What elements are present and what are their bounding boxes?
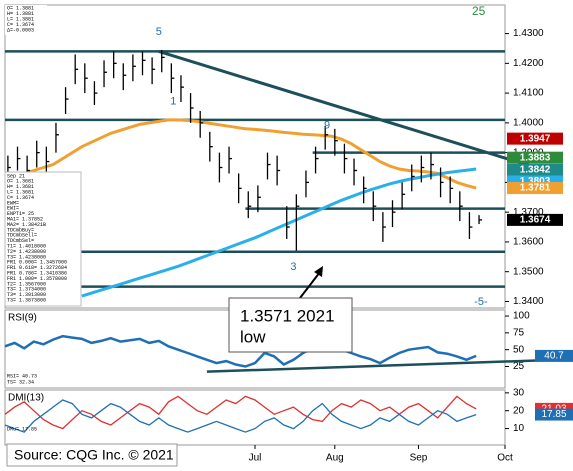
source: Source: CQG Inc. © 2021 <box>14 447 174 463</box>
info-line: T3= 1.4238000 <box>7 254 46 260</box>
last-value-box <box>535 349 573 362</box>
info-line: C= 1.3674 <box>7 195 34 201</box>
plot-layer: 1.34001.35001.36001.37001.38001.39001.40… <box>4 4 573 464</box>
info-line: TS= 32.34 <box>7 379 34 385</box>
trendline <box>158 49 564 178</box>
wave-label: 5 <box>156 26 162 38</box>
wave-label: 3 <box>290 261 296 273</box>
last-value-label: 40.7 <box>544 351 564 362</box>
info-box <box>4 171 82 307</box>
price-label: 1.3947 <box>520 133 551 144</box>
callout: 1.3571 2021 low <box>228 266 353 353</box>
info-line: Sep 21 <box>7 173 25 179</box>
info-line: ENPT1= 25 <box>7 211 34 217</box>
info-line: EWI= <box>7 206 19 212</box>
y-tick-label: 100 <box>513 311 530 322</box>
price-label-box <box>507 151 563 164</box>
last-value-box <box>535 408 573 421</box>
price-label-box <box>507 182 563 195</box>
x-tick-label: Aug <box>326 453 344 464</box>
info-line: T2= 1.3567000 <box>7 281 46 287</box>
panel-title: RSI(9) <box>8 313 37 324</box>
wave-label: -5- <box>474 296 488 308</box>
x-tick-label: Oct <box>497 453 513 464</box>
price-label: 1.3883 <box>520 152 551 163</box>
y-tick-label: 1.4200 <box>513 58 544 69</box>
y-tick-label: 1.4100 <box>513 88 544 99</box>
header-line: H= 1.3881 <box>7 11 34 17</box>
x-tick-label: Sep <box>410 453 428 464</box>
info-line: MA2= 1.38421B <box>7 222 46 228</box>
info-line: L= 1.3681 <box>7 190 34 196</box>
info-line: DMu= 17.85 <box>7 426 37 432</box>
y-tick-label: 30 <box>513 387 525 398</box>
y-tick-label: 25 <box>513 361 525 372</box>
y-tick-label: 1.4000 <box>513 118 544 129</box>
moving-average <box>81 167 477 298</box>
info-line: FR1 0.786= 1.3410386 <box>7 271 67 277</box>
x-tick-label: Jul <box>249 453 262 464</box>
header-line: O= 1.3881 <box>7 5 34 11</box>
wave-label: 1 <box>170 95 176 107</box>
source-box <box>6 443 178 467</box>
info-line: T3= 1.3873800 <box>7 298 46 304</box>
indicator-line <box>4 399 477 433</box>
header-line: Δ=-0.0003 <box>7 28 34 34</box>
y-tick-label: 20 <box>513 405 525 416</box>
info-line: FR1 0.000= 1.3457000 <box>7 260 67 266</box>
y-tick-label: 1.3600 <box>513 237 544 248</box>
panel-title: DMI(13) <box>8 393 44 404</box>
header-box <box>5 5 47 35</box>
price-label-box <box>507 213 563 226</box>
price-label: 1.3674 <box>520 215 551 226</box>
header-line: C= 1.3674 <box>7 22 34 28</box>
info-line: TDCmbSel= <box>7 238 34 244</box>
price-label: 1.3781 <box>520 183 551 194</box>
y-tick-label: 50 <box>513 344 525 355</box>
indicator-line <box>4 395 477 430</box>
info-line: FR1 0.618= 1.3272684 <box>7 265 67 271</box>
y-tick-label: 1.3700 <box>513 207 544 218</box>
last-value-label: 17.85 <box>541 409 566 420</box>
info-line: H= 1.3681 <box>7 184 34 190</box>
indicator-line <box>4 334 477 368</box>
count-label: 25 <box>472 4 486 18</box>
callout-arrow <box>299 271 321 299</box>
y-tick-label: 75 <box>513 328 525 339</box>
header-line: L= 1.3881 <box>7 17 34 23</box>
info-line: T3= 1.3734000 <box>7 287 46 293</box>
y-tick-label: 1.4300 <box>513 28 544 39</box>
info-line: EWM= <box>7 200 19 206</box>
y-tick-label: 10 <box>513 423 525 434</box>
price-label-box <box>507 163 563 176</box>
price-label: 1.3803 <box>520 176 551 187</box>
wave-label: 9 <box>324 120 330 132</box>
price-label: 1.3842 <box>520 165 551 176</box>
info-line: TDCmbBuy= <box>7 227 34 233</box>
info-line: T2= 1.4238000 <box>7 249 46 255</box>
callout-box <box>228 297 353 353</box>
callout-text: 1.3571 2021 <box>240 306 335 325</box>
y-tick-label: 1.3500 <box>513 266 544 277</box>
callout-text: low <box>240 327 266 346</box>
arrow-head <box>314 266 323 277</box>
info-line: T1= 1.4018000 <box>7 244 46 250</box>
info-line: RSI= 40.73 <box>7 373 37 379</box>
info-line: MA1= 1.37852 <box>7 217 43 223</box>
y-tick-label: 1.3400 <box>513 296 544 307</box>
price-label-box <box>507 132 563 145</box>
info-line: O= 1.3681 <box>7 179 34 185</box>
info-line: T3= 1.3913000 <box>7 292 46 298</box>
trendline <box>206 358 573 373</box>
info-line: TDCmbSell= <box>7 233 37 239</box>
info-line: FR1 1.000= 1.3578000 <box>7 276 67 282</box>
moving-average <box>4 118 477 190</box>
